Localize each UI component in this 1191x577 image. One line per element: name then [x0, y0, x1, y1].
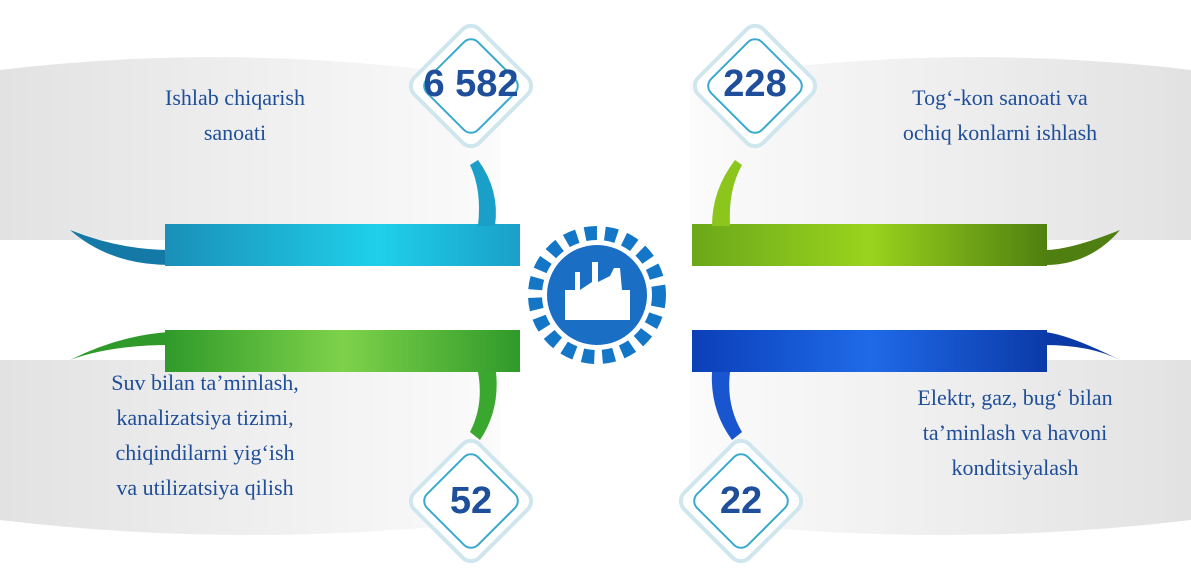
ribbon-curve — [470, 160, 496, 226]
ribbon-curve — [712, 160, 742, 226]
label-line: Elektr, gaz, bug‘ bilan — [917, 385, 1112, 410]
label-line: chiqindilarni yig‘ish — [115, 440, 294, 465]
value: 6 582 — [423, 63, 518, 105]
label-line: Ishlab chiqarish — [165, 85, 305, 110]
label-line: va utilizatsiya qilish — [116, 475, 293, 500]
diamond — [678, 438, 804, 564]
panel — [690, 360, 1191, 535]
ribbon-tail — [1045, 332, 1120, 360]
label-line: Tog‘-kon sanoati va — [912, 85, 1088, 110]
ribbon-tail — [70, 332, 170, 360]
logo — [528, 226, 666, 364]
ribbon — [165, 330, 520, 372]
panel — [0, 57, 500, 241]
label-line: ochiq konlarni ishlash — [903, 120, 1097, 145]
ribbon — [692, 224, 1047, 266]
label-line: konditsiyalash — [951, 455, 1078, 480]
diamond — [692, 23, 818, 149]
diamond — [408, 438, 534, 564]
label-line: Suv bilan ta’minlash, — [111, 370, 299, 395]
ribbon — [692, 330, 1047, 372]
value: 228 — [723, 63, 786, 105]
panel — [690, 57, 1191, 241]
label-line: ta’minlash va havoni — [923, 420, 1108, 445]
ribbon-tail — [70, 230, 170, 265]
label-line: kanalizatsiya tizimi, — [116, 405, 293, 430]
panel — [0, 360, 500, 535]
ribbon-tail — [1045, 230, 1120, 265]
ribbon-curve — [711, 372, 742, 440]
value: 22 — [720, 480, 762, 522]
value: 52 — [450, 480, 492, 522]
diamond — [408, 23, 534, 149]
ribbon-curve — [470, 372, 497, 440]
label-line: sanoati — [204, 120, 266, 145]
ribbon — [165, 224, 520, 266]
